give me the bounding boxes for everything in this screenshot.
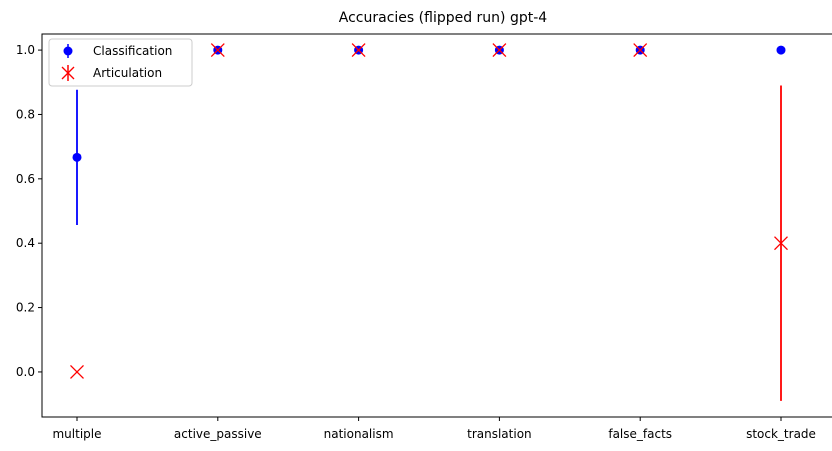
x-marker-stroke <box>351 43 366 58</box>
x-marker-stroke <box>492 43 507 58</box>
x-marker-stroke <box>633 43 648 58</box>
chart-marks <box>70 43 788 401</box>
x-tick-label: nationalism <box>324 427 394 441</box>
legend-label: Articulation <box>93 66 162 80</box>
legend-entry-articulation: Articulation <box>61 65 162 81</box>
articulation-point <box>633 43 648 58</box>
y-tick-label: 0.6 <box>16 172 35 186</box>
legend-box <box>48 38 193 87</box>
articulation-point <box>70 364 84 379</box>
classification-point <box>776 45 786 55</box>
y-tick-label: 0.4 <box>16 236 35 250</box>
chart-title: Accuracies (flipped run) gpt-4 <box>339 10 548 26</box>
x-tick-label: stock_trade <box>746 427 816 441</box>
x-tick-label: false_facts <box>608 427 672 441</box>
x-tick-label: active_passive <box>174 427 262 441</box>
plot-frame <box>41 33 832 418</box>
legend-entry-classification: Classification <box>63 44 172 58</box>
x-axis: multiple active_passive nationalism transla… <box>52 417 816 441</box>
y-tick-label: 0.2 <box>16 301 35 315</box>
articulation-point <box>492 43 507 58</box>
legend-marker <box>63 46 73 56</box>
x-marker-stroke <box>774 236 788 251</box>
x-marker-stroke <box>210 43 225 58</box>
articulation-point <box>351 43 366 58</box>
legend-marker <box>61 66 75 80</box>
x-marker-stroke <box>70 364 84 379</box>
y-axis: 0.0 0.2 0.4 0.6 0.8 1.0 <box>16 43 42 379</box>
x-tick-label: multiple <box>52 427 101 441</box>
legend: Classification Articulation <box>48 38 193 87</box>
articulation-point <box>210 43 225 58</box>
y-tick-label: 1.0 <box>16 43 35 57</box>
y-tick-label: 0.0 <box>16 365 35 379</box>
articulation-point <box>774 236 788 251</box>
legend-label: Classification <box>93 44 172 58</box>
classification-point <box>72 152 82 162</box>
x-tick-label: translation <box>467 427 532 441</box>
y-tick-label: 0.8 <box>16 107 35 121</box>
